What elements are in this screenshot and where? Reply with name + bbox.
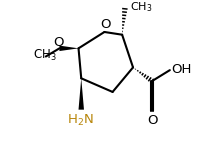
Text: O: O (100, 18, 110, 31)
Polygon shape (79, 78, 84, 110)
Text: H$_2$N: H$_2$N (67, 113, 94, 128)
Text: CH$_3$: CH$_3$ (130, 1, 152, 14)
Polygon shape (59, 46, 79, 51)
Text: CH$_3$: CH$_3$ (33, 48, 57, 63)
Text: OH: OH (171, 63, 191, 76)
Text: O: O (148, 114, 158, 127)
Text: O: O (54, 36, 64, 49)
